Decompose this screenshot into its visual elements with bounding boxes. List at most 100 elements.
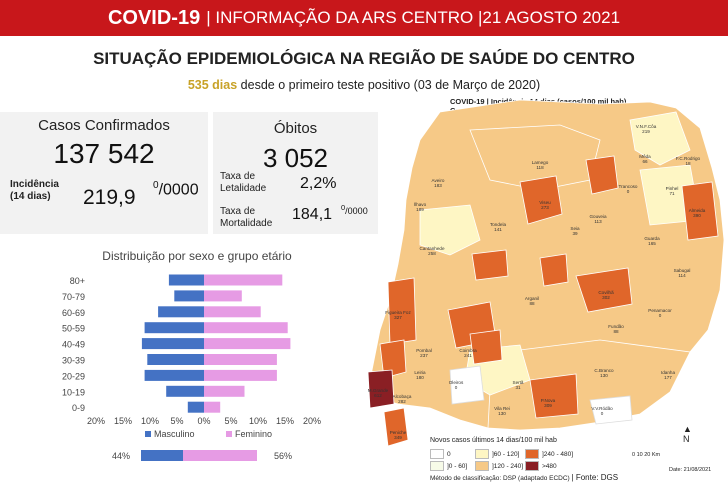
- mortality-label: Taxa de Mortalidade: [220, 206, 272, 230]
- map-label: Peniche 349: [390, 430, 407, 440]
- lethality-label: Taxa de Letalidade: [220, 171, 266, 195]
- map-zone-high-6: [469, 329, 503, 365]
- pyramid-x-tick-label: 15%: [114, 416, 132, 426]
- map-label: Aveiro 183: [432, 178, 445, 188]
- pyramid-bar-female: [204, 274, 283, 286]
- map-label: Sertã 31: [513, 380, 524, 390]
- legend-item-3: ]0 - 60]: [430, 461, 467, 471]
- pyramid-category-label: 50-59: [62, 324, 85, 334]
- map-label: Pinhel 71: [666, 186, 679, 196]
- region-outline: [369, 99, 725, 431]
- legend-swatch-5: [525, 461, 539, 471]
- map-label: Figueira Foz 327: [385, 310, 411, 320]
- map-label: M.Grande 612: [368, 388, 389, 398]
- map-zone-high-northeast: [585, 155, 619, 195]
- pyramid-bar-male: [168, 274, 204, 286]
- incidence-label: Incidência (14 dias): [10, 179, 59, 203]
- incidence-label-line1: Incidência: [10, 179, 59, 190]
- pyramid-x-tick-label: 0%: [197, 416, 210, 426]
- map-zone-north-light: [469, 124, 601, 191]
- pyramid-category-label: 60-69: [62, 308, 85, 318]
- legend-label-male: Masculino: [154, 429, 195, 439]
- mortality-unit-text: /0000: [345, 206, 368, 216]
- deaths-value: 3 052: [262, 143, 329, 173]
- lethality-label-line2: Letalidade: [220, 183, 267, 194]
- map-title-line2: Concelhos da Região de Saúde do Centro: [450, 106, 600, 115]
- incidence-label-line2: (14 dias): [10, 191, 51, 202]
- pyramid-category-label: 40-49: [62, 340, 85, 350]
- legend-item-4: ]120 - 240]: [475, 461, 523, 471]
- map-label: Lamego 118: [532, 160, 549, 170]
- map-zone-yellow-4: [639, 164, 701, 226]
- cases-panel: [0, 112, 208, 234]
- pyramid-x-tick-label: 20%: [87, 416, 105, 426]
- pyramid-bar-female: [204, 322, 288, 334]
- pyramid-bar-male: [144, 322, 204, 334]
- cases-title: Casos Confirmados: [38, 117, 170, 134]
- incidence-unit-sup: 0: [153, 180, 159, 191]
- total-value-female: 56%: [274, 451, 292, 461]
- map-zone-high-5: [539, 253, 569, 287]
- pyramid-bar-male: [141, 338, 204, 350]
- map-zone-high-pnova: [529, 373, 579, 419]
- map-zone-yellow-1: [419, 204, 481, 256]
- map-scale: 0 10 20 Km: [632, 452, 661, 458]
- incidence-unit-text: /0000: [158, 181, 199, 199]
- map-label: Oleiros 0: [449, 380, 464, 390]
- map-label: Sabugal 114: [674, 268, 691, 278]
- pyramid-bar-female: [204, 306, 261, 318]
- mortality-label-line1: Taxa de: [220, 206, 256, 217]
- pyramid-category-label: 20-29: [62, 371, 85, 381]
- legend-swatch-0: [430, 449, 444, 459]
- pyramid-bar-female: [204, 338, 291, 350]
- pyramid-x-tick-label: 20%: [303, 416, 321, 426]
- map-label: Arganil 88: [525, 296, 539, 306]
- pyramid-x-tick-label: 10%: [249, 416, 267, 426]
- map-label: V.V.Ródão 0: [591, 406, 613, 416]
- days-count: 535 dias: [187, 78, 238, 92]
- incidence-value: 219,9: [83, 186, 136, 209]
- map-label: Pombal 237: [416, 348, 432, 358]
- map-zone-high-viseu: [519, 175, 563, 225]
- total-value-male: 44%: [112, 451, 130, 461]
- legend-swatch-2: [525, 449, 539, 459]
- map-label: Cantanhede 258: [419, 246, 444, 256]
- mortality-label-line2: Mortalidade: [220, 218, 273, 229]
- map-title-line1: COVID-19 | Incidência 14 dias (casos/100…: [450, 97, 627, 106]
- pyramid-category-label: 0-9: [72, 403, 85, 413]
- map-label: Seia 39: [570, 226, 580, 236]
- map-label: Mêda 66: [639, 154, 651, 164]
- pyramid-x-tick-label: 15%: [276, 416, 294, 426]
- map-label: Leiria 180: [414, 370, 426, 380]
- mortality-unit-sup: 0: [341, 203, 346, 212]
- map-label: C.Branco 130: [594, 368, 614, 378]
- deaths-panel: [213, 112, 378, 234]
- total-bar-female: [183, 450, 257, 461]
- legend-label-2: ]240 - 480]: [542, 450, 574, 458]
- map-method: Método de classificação: DSP (adaptado E…: [430, 475, 570, 482]
- pyramid-bar-male: [174, 290, 204, 302]
- pyramid-x-tick-label: 5%: [224, 416, 237, 426]
- map-label: Viseu 273: [539, 200, 551, 210]
- map-zone-interior-light: [487, 339, 691, 431]
- legend-label-4: ]120 - 240]: [492, 462, 524, 470]
- map-source: | Fonte: DGS: [571, 473, 619, 482]
- map-label: Gouveia 113: [589, 214, 607, 224]
- pyramid-bar-female: [204, 401, 221, 413]
- days-since-first-case: 535 dias desde o primeiro teste positivo…: [0, 78, 728, 92]
- pyramid-bar-male: [166, 385, 204, 397]
- map-method-note: Método de classificação: DSP (adaptado E…: [430, 473, 618, 482]
- days-description: desde o primeiro teste positivo (03 de M…: [240, 78, 541, 92]
- pyramid-bar-male: [187, 401, 204, 413]
- north-arrow-icon: ▲ N: [683, 424, 692, 444]
- pyramid-x-tick-label: 5%: [170, 416, 183, 426]
- header-banner: COVID-19 | INFORMAÇÃO DA ARS CENTRO |21 …: [0, 0, 728, 36]
- map-label: Vila Rei 130: [494, 406, 510, 416]
- map-label: P.Nova 309: [541, 398, 556, 408]
- legend-swatch-3: [430, 461, 444, 471]
- map-zone-high-coast: [379, 339, 407, 379]
- map-zone-max-mgrande: [367, 369, 395, 409]
- legend-swatch-1: [475, 449, 489, 459]
- map-label: Penamacor 0: [648, 308, 672, 318]
- legend-item-0: 0: [430, 449, 451, 459]
